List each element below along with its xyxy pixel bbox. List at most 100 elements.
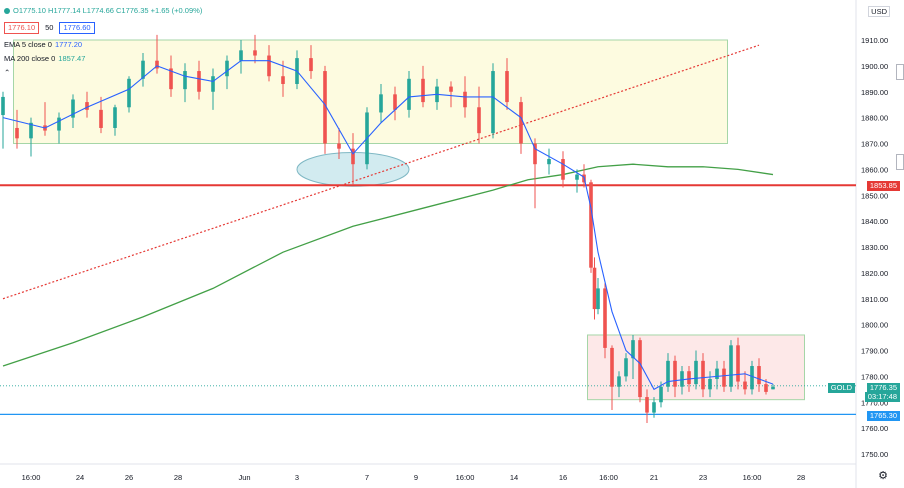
candle-body: [680, 371, 684, 387]
price-tick-label: 1770.00: [861, 398, 888, 407]
candle-body: [603, 288, 607, 348]
candle-body: [253, 50, 257, 56]
symbol-tag: GOLD: [827, 383, 855, 393]
ma200-label: MA 200 close 0: [4, 54, 56, 63]
time-tick-label: 23: [699, 473, 707, 482]
candle-body: [85, 102, 89, 110]
candle-body: [99, 109, 103, 128]
candle-body: [225, 60, 229, 77]
upper-range-box: [13, 39, 728, 144]
time-tick-label: Jun: [238, 473, 250, 482]
candle-body: [477, 107, 481, 134]
countdown-tag: 03:17:48: [864, 392, 900, 402]
time-tick-label: 14: [510, 473, 518, 482]
candle-body: [351, 148, 355, 165]
time-tick-label: 21: [650, 473, 658, 482]
candle-body: [309, 58, 313, 72]
sell-price-button[interactable]: 1776.10: [4, 22, 40, 34]
price-tick-label: 1790.00: [861, 347, 888, 356]
ema-legend[interactable]: EMA 5 close 0 1777.20: [4, 40, 82, 49]
time-tick-label: 16:00: [743, 473, 762, 482]
price-tick-label: 1820.00: [861, 269, 888, 278]
candle-body: [610, 347, 614, 387]
candle-body: [491, 71, 495, 134]
candle-body: [589, 182, 593, 268]
ma200-value: 1857.47: [58, 54, 86, 63]
candle-body: [708, 378, 712, 390]
candle-body: [687, 371, 691, 385]
price-tick-label: 1870.00: [861, 140, 888, 149]
time-tick-label: 16:00: [22, 473, 41, 482]
spread-value: 50: [45, 23, 54, 32]
time-tick-label: 24: [76, 473, 84, 482]
candle-body: [694, 360, 698, 385]
legend-collapse[interactable]: ⌃: [4, 68, 10, 77]
candle-body: [645, 397, 649, 413]
candle-body: [197, 71, 201, 92]
candle-body: [267, 55, 271, 77]
settings-gear-icon[interactable]: ⚙: [878, 470, 888, 482]
currency-selector[interactable]: USD: [868, 6, 890, 17]
collapse-chevron-icon[interactable]: ⌃: [4, 68, 11, 77]
candle-body: [715, 368, 719, 379]
time-tick-label: 3: [295, 473, 299, 482]
candle-body: [337, 143, 341, 149]
dotted-trendline: [2, 44, 760, 300]
candle-body: [323, 71, 327, 144]
candle-body: [1, 96, 5, 116]
time-tick-label: 26: [125, 473, 133, 482]
ohlc-text: O1775.10 H1777.14 L1774.66 C1776.35 +1.6…: [13, 6, 203, 15]
scale-mode-button[interactable]: [896, 64, 904, 80]
ema-value: 1777.20: [54, 40, 83, 49]
candle-body: [666, 360, 670, 387]
candle-body: [57, 117, 61, 131]
candle-body: [722, 368, 726, 387]
ema5-line: [2, 60, 774, 391]
price-tick-label: 1900.00: [861, 62, 888, 71]
time-tick-label: 16:00: [599, 473, 618, 482]
candle-body: [575, 174, 579, 180]
scale-toggle-button[interactable]: [896, 154, 904, 170]
candle-body: [113, 107, 117, 128]
candle-body: [169, 68, 173, 90]
time-tick-label: 16:00: [456, 473, 475, 482]
candle-body: [407, 78, 411, 110]
price-tick-label: 1840.00: [861, 217, 888, 226]
time-tick-label: 28: [174, 473, 182, 482]
candle-body: [505, 71, 509, 103]
candle-body: [652, 402, 656, 413]
candle-body: [743, 381, 747, 390]
buy-price-button[interactable]: 1776.60: [59, 22, 95, 34]
price-tick-label: 1850.00: [861, 191, 888, 200]
price-tick-label: 1830.00: [861, 243, 888, 252]
candle-body: [379, 94, 383, 113]
trade-buttons: 1776.10 50 1776.60: [4, 22, 95, 34]
candle-body: [15, 127, 19, 139]
price-tick-label: 1760.00: [861, 424, 888, 433]
price-tick-label: 1890.00: [861, 88, 888, 97]
price-tick-label: 1800.00: [861, 321, 888, 330]
candle-body: [617, 376, 621, 387]
ma200-line: [2, 163, 774, 367]
candle-body: [533, 143, 537, 165]
candle-body: [127, 78, 131, 108]
price-tick-label: 1750.00: [861, 450, 888, 459]
ma200-legend[interactable]: MA 200 close 0 1857.47: [4, 54, 85, 63]
candle-body: [736, 345, 740, 382]
candle-body: [561, 159, 565, 180]
candle-body: [638, 340, 642, 398]
candle-body: [547, 159, 551, 165]
candle-body: [771, 386, 775, 390]
candle-body: [281, 76, 285, 84]
candle-body: [631, 340, 635, 359]
time-tick-label: 28: [797, 473, 805, 482]
price-tick-label: 1860.00: [861, 165, 888, 174]
candle-body: [183, 71, 187, 90]
time-tick-label: 16: [559, 473, 567, 482]
price-tick-label: 1780.00: [861, 372, 888, 381]
candle-body: [141, 60, 145, 79]
candle-body: [729, 345, 733, 387]
price-tick-label: 1880.00: [861, 114, 888, 123]
candle-body: [592, 267, 597, 310]
